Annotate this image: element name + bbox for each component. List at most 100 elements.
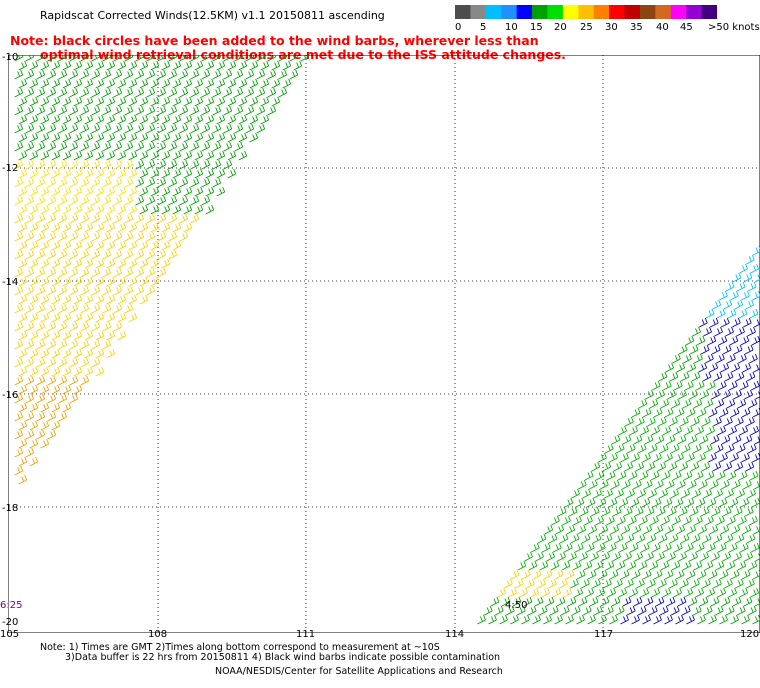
wind-barb — [106, 60, 116, 71]
wind-barb — [135, 141, 145, 152]
wind-barb — [113, 213, 123, 224]
wind-barb — [664, 614, 673, 625]
wind-barb — [686, 452, 695, 463]
wind-barb — [524, 551, 533, 562]
wind-barb — [712, 299, 722, 310]
wind-barb — [726, 560, 736, 571]
wind-barb — [639, 470, 649, 481]
wind-barb — [708, 452, 717, 463]
wind-barb — [596, 587, 606, 598]
wind-barb — [729, 542, 738, 553]
wind-barb — [40, 366, 50, 377]
wind-barb — [554, 614, 563, 625]
wind-barb — [631, 569, 641, 580]
wind-barb — [25, 69, 35, 80]
wind-barb — [62, 402, 72, 413]
wind-barb — [282, 60, 292, 71]
wind-barb — [80, 339, 90, 350]
wind-barb — [260, 78, 270, 89]
wind-barb — [732, 479, 741, 490]
wind-barb — [681, 443, 691, 454]
wind-barb — [557, 506, 567, 517]
wind-barb — [190, 213, 200, 224]
wind-barb — [58, 213, 68, 224]
latitude-label: -12 — [2, 163, 19, 174]
wind-barb — [609, 569, 619, 580]
wind-barb — [62, 312, 72, 323]
wind-barb — [729, 335, 739, 346]
wind-barb — [704, 560, 714, 571]
wind-barb — [84, 132, 94, 143]
wind-barb — [593, 488, 602, 499]
wind-barb — [179, 177, 189, 188]
wind-barb — [47, 429, 57, 440]
wind-barb — [613, 461, 623, 472]
wind-barb — [40, 402, 50, 413]
wind-barb — [606, 515, 615, 526]
wind-barb — [18, 438, 28, 449]
wind-barb — [737, 398, 747, 409]
wind-barb — [628, 515, 637, 526]
wind-barb — [659, 605, 669, 616]
wind-barb — [29, 330, 39, 341]
wind-barb — [91, 195, 101, 206]
wind-barb — [640, 425, 650, 436]
wind-barb — [712, 461, 722, 472]
wind-barb — [245, 69, 255, 80]
wind-barb — [36, 267, 46, 278]
wind-barb — [73, 294, 83, 305]
wind-barb — [249, 132, 259, 143]
wind-barb — [679, 461, 689, 472]
wind-barb — [581, 578, 590, 589]
wind-barb — [157, 123, 167, 134]
wind-barb — [669, 416, 678, 427]
wind-barb — [128, 222, 138, 233]
wind-barb — [744, 551, 753, 562]
wind-barb — [62, 96, 72, 107]
wind-barb — [741, 407, 751, 418]
wind-barb — [95, 114, 105, 125]
wind-barb — [80, 177, 90, 188]
wind-barb — [635, 461, 645, 472]
wind-barb — [91, 87, 101, 98]
wind-barb — [183, 168, 193, 179]
wind-barb — [135, 285, 145, 296]
wind-barb — [106, 204, 116, 215]
wind-barb — [205, 114, 215, 125]
wind-barb — [102, 55, 112, 62]
wind-barb — [135, 177, 145, 188]
wind-barb — [201, 195, 211, 206]
wind-barb — [84, 186, 94, 197]
wind-barb — [750, 587, 760, 598]
wind-barb — [581, 533, 591, 544]
wind-barb — [18, 330, 28, 341]
wind-barb — [692, 443, 702, 454]
wind-barb — [662, 380, 672, 391]
wind-barb — [157, 231, 167, 242]
wind-barb — [172, 204, 182, 215]
wind-barb — [80, 105, 90, 116]
wind-barb — [579, 551, 588, 562]
wind-barb — [62, 114, 72, 125]
wind-barb — [128, 96, 138, 107]
wind-barb — [488, 614, 497, 625]
wind-barb — [719, 452, 728, 463]
wind-barb — [201, 55, 211, 62]
wind-barb — [719, 290, 728, 301]
wind-barb — [102, 87, 112, 98]
wind-barb — [14, 393, 24, 404]
wind-barb — [637, 488, 646, 499]
wind-barb — [40, 78, 50, 89]
wind-barb — [563, 587, 573, 598]
wind-barb — [238, 150, 248, 161]
wind-barb — [95, 240, 105, 251]
wind-barb — [622, 434, 632, 445]
wind-barb — [289, 55, 299, 62]
wind-barb — [58, 195, 68, 206]
wind-barb — [124, 105, 134, 116]
wind-barb — [62, 348, 72, 359]
wind-barb — [646, 461, 656, 472]
wind-barb — [666, 596, 676, 607]
wind-barb — [245, 105, 255, 116]
wind-barb — [113, 231, 123, 242]
